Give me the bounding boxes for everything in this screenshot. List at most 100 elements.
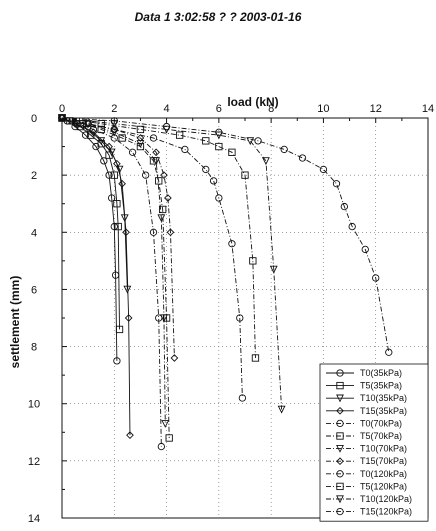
data-point: [269, 265, 278, 274]
legend-marker: [336, 507, 344, 516]
data-point: [149, 228, 158, 236]
legend-item: T0(70kPa): [326, 418, 402, 428]
data-point: [122, 228, 130, 237]
data-point: [155, 177, 163, 185]
data-point: [113, 357, 121, 365]
data-point: [136, 125, 145, 134]
data-point: [348, 222, 356, 231]
series-line: [61, 117, 243, 399]
data-point: [251, 354, 260, 362]
data-point: [236, 314, 244, 322]
data-point: [160, 314, 168, 323]
legend-label: T15(120kPa): [360, 507, 412, 517]
y-tick-label: 12: [28, 456, 40, 468]
legend-item: T5(70kPa): [326, 431, 402, 441]
data-point: [238, 394, 247, 402]
data-point: [160, 171, 168, 179]
legend-item: T15(35kPa): [326, 406, 407, 416]
legend-marker: [336, 457, 344, 466]
data-point: [162, 122, 171, 131]
series-12: [58, 114, 393, 356]
legend-label: T0(35kPa): [360, 368, 402, 378]
data-point: [71, 119, 79, 128]
data-point: [361, 245, 369, 254]
data-point: [115, 325, 124, 334]
series-line: [61, 117, 166, 424]
data-point: [84, 120, 92, 128]
data-point: [114, 222, 122, 231]
legend-label: T10(35kPa): [360, 393, 407, 403]
legend-item: T10(70kPa): [326, 444, 407, 454]
chart-header: Data 1 3:02:58 ? ? 2003-01-16: [134, 10, 302, 24]
data-point: [124, 314, 133, 322]
x-tick-label: 4: [164, 103, 170, 115]
data-point: [332, 180, 341, 188]
y-tick-label: 8: [31, 342, 37, 354]
data-point: [241, 171, 249, 179]
data-point: [152, 148, 160, 157]
data-point: [113, 200, 121, 208]
legend-marker: [336, 482, 344, 491]
data-point: [58, 114, 66, 122]
legend-item: T10(120kPa): [326, 494, 412, 504]
data-point: [249, 257, 257, 265]
series-line: [61, 117, 175, 359]
data-point: [175, 131, 184, 139]
legend-label: T5(120kPa): [360, 481, 407, 491]
data-point: [118, 179, 126, 188]
series-line: [61, 117, 162, 447]
series-4: [58, 114, 134, 439]
x-axis-title: load (kN): [227, 95, 278, 109]
data-point: [108, 194, 116, 202]
data-point: [202, 165, 210, 174]
legend-marker: [336, 432, 344, 440]
data-point: [113, 159, 121, 168]
legend-box: [319, 363, 429, 522]
data-point: [209, 177, 218, 185]
legend-label: T0(70kPa): [360, 418, 402, 428]
legend-item: T0(120kPa): [326, 469, 407, 479]
y-tick-label: 10: [28, 399, 40, 411]
data-point: [158, 205, 167, 214]
data-point: [157, 214, 166, 223]
data-point: [215, 142, 223, 151]
data-point: [254, 137, 262, 145]
legend-label: T10(70kPa): [360, 444, 407, 454]
data-point: [157, 442, 165, 451]
data-point: [246, 137, 255, 146]
data-point: [372, 274, 380, 282]
x-tick-label: 8: [268, 103, 274, 115]
x-tick-label: 10: [317, 103, 329, 115]
legend-marker: [336, 470, 344, 478]
legend-item: T15(120kPa): [326, 507, 412, 517]
y-axis-title: settlement (mm): [8, 276, 22, 369]
legend-marker: [336, 369, 344, 377]
legend-marker: [336, 444, 344, 453]
data-point: [385, 348, 393, 356]
data-point: [152, 157, 161, 166]
legend-item: T5(120kPa): [326, 481, 407, 491]
data-point: [110, 171, 118, 179]
data-point: [97, 120, 105, 128]
legend-marker: [336, 394, 344, 403]
data-point: [319, 165, 328, 174]
legend-item: T5(35kPa): [326, 381, 402, 391]
data-point: [105, 171, 113, 179]
legend-label: T0(120kPa): [360, 469, 407, 479]
legend-marker: [336, 419, 344, 428]
series-7: [58, 114, 170, 428]
data-point: [298, 154, 307, 162]
y-tick-label: 14: [28, 513, 40, 525]
x-tick-label: 14: [422, 103, 434, 115]
series-line: [61, 117, 390, 353]
legend-label: T5(35kPa): [360, 381, 402, 391]
legend-marker: [336, 381, 344, 390]
y-tick-label: 6: [31, 284, 37, 296]
data-point: [136, 140, 145, 148]
legend-label: T15(35kPa): [360, 406, 407, 416]
series-line: [61, 117, 170, 439]
data-point: [261, 157, 270, 166]
data-point: [89, 125, 98, 134]
data-point: [110, 117, 118, 125]
series-line: [61, 117, 256, 359]
